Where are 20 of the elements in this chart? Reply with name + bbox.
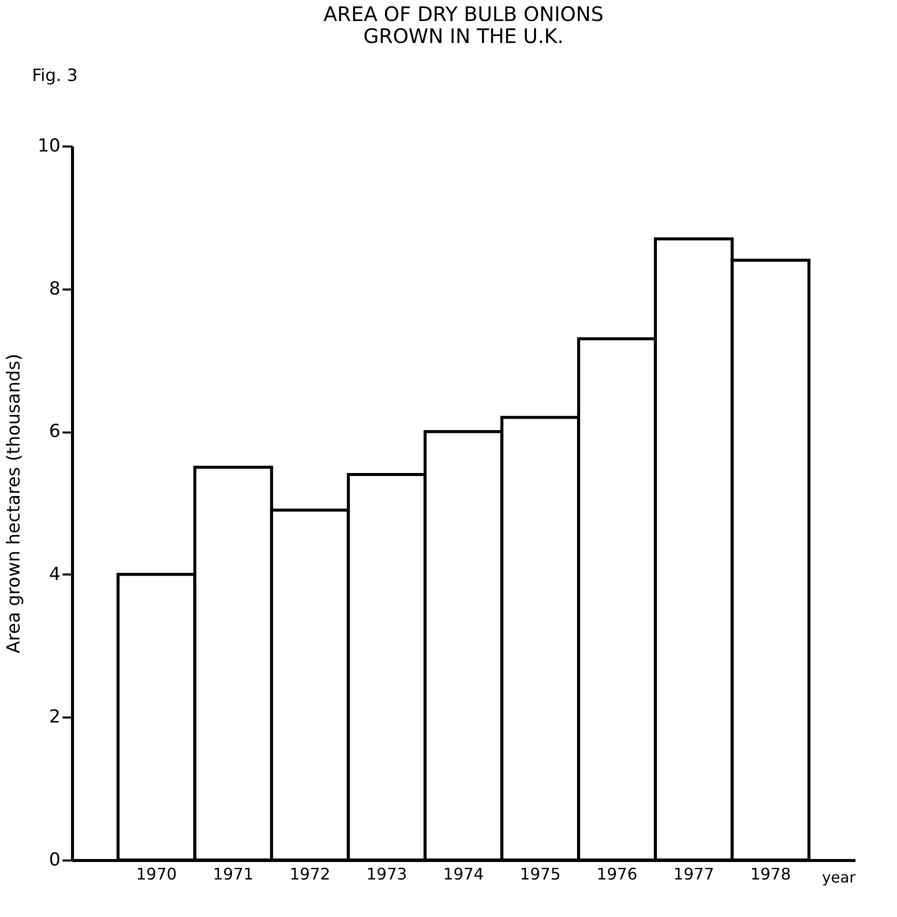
caption: Fig. 3 [32, 66, 78, 86]
x-tick-label: 1973 [366, 864, 408, 884]
x-tick-label: 1976 [596, 864, 638, 884]
x-tick-label: 1970 [136, 864, 177, 884]
y-tick-label: 4 [49, 564, 60, 585]
y-tick-label: 10 [38, 136, 60, 156]
text: GROWN IN THE U.K. [363, 24, 564, 48]
x-tick-label: 1974 [443, 864, 484, 884]
x-tick-label: 1978 [750, 864, 791, 884]
x-tick-label: 1975 [520, 864, 561, 884]
y-tick-label: 2 [49, 706, 60, 728]
x-tick-label: 1971 [212, 864, 254, 884]
x-tick-label: 1972 [290, 864, 330, 884]
y-tick-label: 0 [49, 850, 60, 870]
y-axis-title: Area grown hectares (thousands) [4, 354, 25, 654]
y-tick-label: 8 [49, 278, 60, 300]
y-tick-label: 6 [49, 421, 60, 442]
text: AREA OF DRY BULB ONIONS [323, 2, 604, 26]
x-tick-label: 1977 [673, 864, 714, 884]
x-axis-title: year [822, 868, 856, 886]
